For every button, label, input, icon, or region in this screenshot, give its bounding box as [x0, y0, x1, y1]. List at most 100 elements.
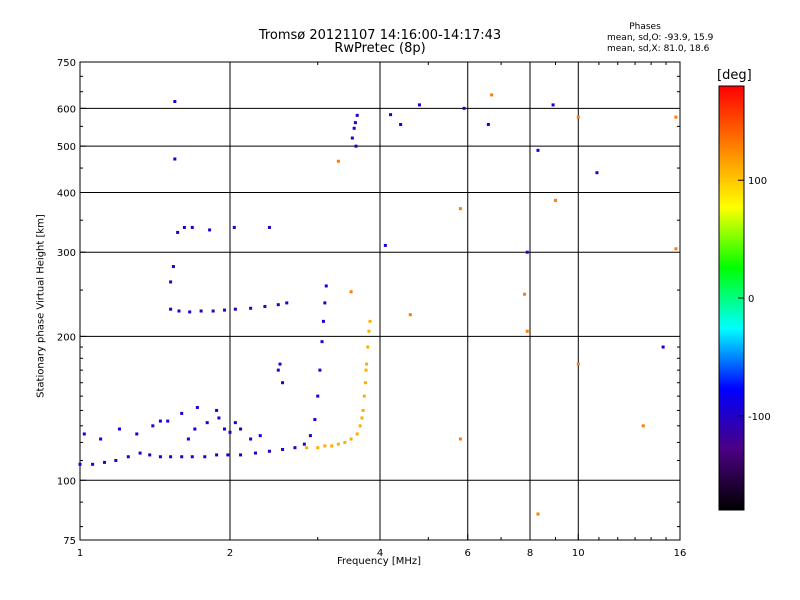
data-point — [169, 307, 173, 311]
data-point — [190, 455, 194, 459]
data-point — [205, 421, 209, 425]
y-tick-label: 750 — [57, 58, 76, 69]
data-point — [173, 157, 177, 161]
data-point — [330, 444, 334, 448]
data-point — [661, 345, 665, 349]
data-point — [193, 427, 197, 431]
data-point — [362, 394, 366, 398]
data-point — [195, 405, 199, 409]
data-point — [323, 301, 327, 305]
data-point — [239, 427, 243, 431]
data-point — [151, 424, 155, 428]
data-point — [267, 225, 271, 229]
data-point — [349, 290, 353, 294]
data-point — [366, 345, 370, 349]
colorbar-tick-label: -100 — [748, 412, 771, 423]
data-point — [355, 432, 359, 436]
x-tick-label: 2 — [227, 548, 233, 559]
data-point — [360, 416, 364, 420]
data-point — [276, 368, 280, 372]
data-point — [188, 310, 192, 314]
data-point — [523, 292, 527, 296]
data-point — [223, 427, 227, 431]
data-point — [358, 424, 362, 428]
data-point — [576, 115, 580, 119]
data-point — [576, 362, 580, 366]
data-point — [321, 319, 325, 323]
data-point — [158, 419, 162, 423]
data-point — [258, 434, 262, 438]
data-point — [525, 250, 529, 254]
data-point — [158, 455, 162, 459]
data-point — [353, 121, 357, 125]
x-tick-label: 10 — [572, 548, 585, 559]
data-point — [211, 309, 215, 313]
data-point — [302, 442, 306, 446]
data-point — [233, 421, 237, 425]
data-point — [316, 394, 320, 398]
axes: 1 2 4 6 8 10 16 75 100 200 300 400 500 600 750 — [57, 58, 686, 559]
data-point — [486, 123, 490, 127]
y-tick-label: 75 — [63, 536, 76, 547]
data-point — [281, 447, 285, 451]
x-tick-label: 1 — [77, 548, 83, 559]
data-point — [267, 449, 271, 453]
data-point — [99, 437, 103, 441]
data-point — [336, 442, 340, 446]
data-point — [595, 171, 599, 175]
x-axis-label: Frequency [MHz] — [336, 556, 422, 567]
data-point — [182, 225, 186, 229]
data-point — [226, 453, 230, 457]
data-points — [78, 93, 678, 516]
data-point — [324, 284, 328, 288]
colorbar-tick-label: 100 — [748, 176, 767, 187]
data-point — [367, 329, 371, 333]
data-point — [383, 243, 387, 247]
data-point — [389, 113, 393, 117]
data-point — [343, 440, 347, 444]
colorbar-label: [deg] — [717, 68, 752, 83]
data-point — [228, 430, 232, 434]
data-point — [126, 455, 130, 459]
data-point — [305, 446, 309, 450]
data-point — [349, 437, 353, 441]
data-point — [217, 416, 221, 420]
stats-heading: Phases — [629, 22, 661, 32]
data-point — [354, 144, 358, 148]
data-point — [308, 434, 312, 438]
data-point — [180, 455, 184, 459]
stats-x-mode: mean, sd,X: 81.0, 18.6 — [607, 44, 710, 54]
data-point — [674, 115, 678, 119]
data-point — [355, 113, 359, 117]
data-point — [278, 362, 282, 366]
data-point — [91, 462, 95, 466]
y-tick-label: 600 — [57, 104, 76, 115]
data-point — [320, 340, 324, 344]
data-point — [177, 309, 181, 313]
x-tick-label: 8 — [527, 548, 533, 559]
data-point — [458, 207, 462, 211]
data-point — [323, 444, 327, 448]
data-point — [203, 455, 207, 459]
data-point — [525, 329, 529, 333]
data-point — [361, 408, 365, 412]
data-point — [365, 362, 369, 366]
data-point — [180, 411, 184, 415]
data-point — [458, 437, 462, 441]
data-point — [293, 446, 297, 450]
data-point — [641, 424, 645, 428]
data-point — [215, 408, 219, 412]
grid — [80, 62, 680, 540]
data-point — [368, 319, 372, 323]
data-point — [169, 280, 173, 284]
data-point — [190, 225, 194, 229]
data-point — [285, 301, 289, 305]
data-point — [223, 308, 227, 312]
chart-subtitle: RwPretec (8p) — [334, 41, 426, 56]
data-point — [336, 159, 340, 163]
data-point — [82, 432, 86, 436]
data-point — [249, 437, 253, 441]
y-tick-label: 100 — [57, 476, 76, 487]
data-point — [417, 103, 421, 107]
